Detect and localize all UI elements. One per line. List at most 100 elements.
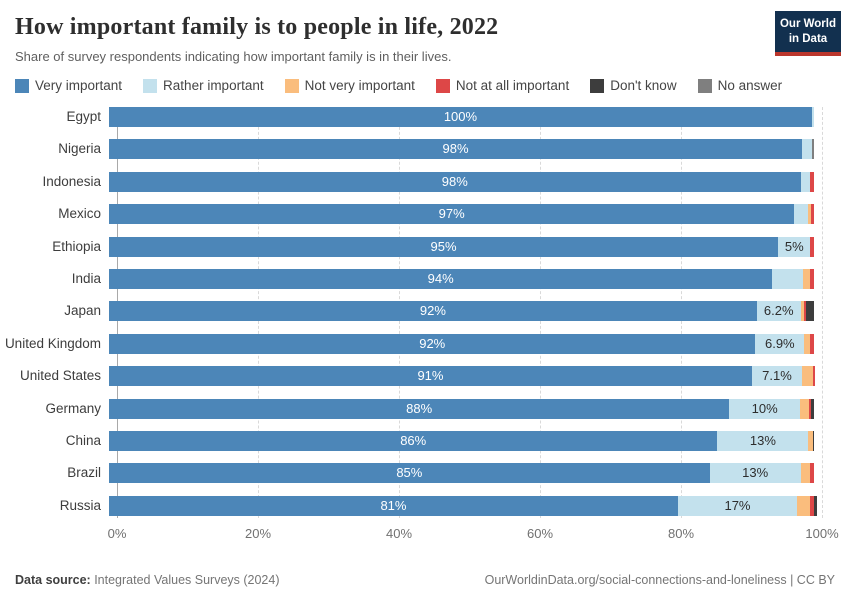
- bar-row-india: India 94%: [0, 268, 850, 289]
- segment-value-label: 98%: [442, 141, 469, 157]
- segment-very-important: 98%: [109, 139, 802, 160]
- bar-track: 98%: [109, 171, 814, 192]
- bar-row-japan: Japan 92% 6.2%: [0, 301, 850, 322]
- bar-row-indonesia: Indonesia 98%: [0, 171, 850, 192]
- segment-not-at-all-important: [811, 204, 814, 225]
- country-label: Germany: [45, 400, 101, 416]
- data-source-value: Integrated Values Surveys (2024): [90, 573, 280, 587]
- bar-row-china: China 86% 13%: [0, 430, 850, 451]
- segment-dont-know: [811, 398, 814, 419]
- bar-track: 91% 7.1%: [109, 366, 815, 387]
- legend-item-dont-know: Don't know: [590, 78, 677, 93]
- segment-very-important: 92%: [109, 301, 757, 322]
- segment-dont-know: [812, 430, 814, 451]
- segment-value-label: 85%: [396, 465, 423, 481]
- x-tick-label: 60%: [526, 526, 554, 541]
- bar-row-mexico: Mexico 97%: [0, 204, 850, 225]
- bar-row-ethiopia: Ethiopia 95% 5%: [0, 236, 850, 257]
- segment-rather-important: 6.9%: [755, 333, 805, 354]
- segment-not-very-important: [807, 204, 812, 225]
- data-source: Data source: Integrated Values Surveys (…: [15, 573, 280, 587]
- segment-not-at-all-important: [810, 495, 814, 516]
- x-tick-label: 20%: [244, 526, 272, 541]
- segment-rather-important: [811, 107, 814, 127]
- segment-not-very-important: [802, 268, 810, 289]
- bar-track: 97%: [109, 204, 814, 225]
- x-tick-label: 80%: [667, 526, 695, 541]
- segment-value-label: 6.2%: [763, 303, 794, 319]
- segment-not-very-important: [797, 495, 811, 516]
- segment-not-very-important: [809, 171, 811, 192]
- segment-not-at-all-important: [810, 333, 814, 354]
- bar-row-russia: Russia 81% 17%: [0, 495, 850, 516]
- bar-track: 95% 5%: [109, 236, 814, 257]
- segment-value-label: 94%: [427, 270, 454, 286]
- x-tick-label: 40%: [385, 526, 413, 541]
- segment-value-label: 6.9%: [764, 335, 795, 351]
- segment-not-at-all-important: [809, 398, 812, 419]
- segment-value-label: 7.1%: [762, 368, 792, 384]
- country-label: United Kingdom: [4, 335, 101, 351]
- segment-not-at-all-important: [804, 301, 807, 322]
- segment-very-important: 94%: [109, 268, 773, 289]
- country-label: India: [71, 270, 101, 286]
- legend-item-no-answer: No answer: [697, 78, 782, 93]
- bar-row-egypt: Egypt 100%: [0, 107, 850, 127]
- bar-row-brazil: Brazil 85% 13%: [0, 463, 850, 484]
- segment-value-label: 88%: [406, 400, 433, 416]
- segment-not-very-important: [799, 398, 810, 419]
- x-tick-label: 0%: [107, 526, 127, 541]
- segment-very-important: 91%: [109, 366, 752, 387]
- segment-value-label: 13%: [742, 465, 769, 481]
- segment-very-important: 85%: [109, 463, 710, 484]
- bar-track: 86% 13%: [109, 430, 814, 451]
- segment-value-label: 100%: [443, 109, 478, 124]
- bar-track: 94%: [109, 268, 814, 289]
- segment-not-at-all-important: [810, 171, 814, 192]
- segment-not-very-important: [802, 366, 813, 387]
- segment-rather-important: [794, 204, 808, 225]
- bar-track: 92% 6.2%: [109, 301, 814, 322]
- segment-rather-important: 7.1%: [751, 366, 802, 387]
- segment-not-at-all-important: [812, 366, 815, 387]
- chart-subtitle: Share of survey respondents indicating h…: [15, 49, 452, 64]
- country-label: Russia: [59, 497, 101, 513]
- country-label: Japan: [64, 303, 101, 319]
- bar-track: 88% 10%: [109, 398, 814, 419]
- segment-rather-important: 5%: [778, 236, 811, 257]
- segment-not-very-important: [800, 463, 811, 484]
- legend-item-rather-important: Rather important: [143, 78, 264, 93]
- country-label: United States: [19, 368, 101, 384]
- owid-logo-line1: Our World: [779, 18, 836, 30]
- segment-dont-know: [806, 301, 814, 322]
- legend-item-not-at-all-important: Not at all important: [435, 78, 569, 93]
- country-label: Egypt: [66, 109, 101, 124]
- chart-title: How important family is to people in lif…: [15, 14, 499, 40]
- chart-footer: Data source: Integrated Values Surveys (…: [15, 573, 835, 587]
- attribution: OurWorldinData.org/social-connections-an…: [484, 573, 835, 587]
- segment-rather-important: [802, 139, 812, 160]
- bar-track: 85% 13%: [109, 463, 814, 484]
- country-label: Ethiopia: [52, 238, 101, 254]
- bar-row-germany: Germany 88% 10%: [0, 398, 850, 419]
- legend-swatch-rather-important: [143, 78, 158, 93]
- segment-value-label: 17%: [724, 497, 751, 513]
- country-label: Indonesia: [42, 173, 101, 189]
- segment-value-label: 81%: [380, 497, 407, 513]
- legend-item-not-very-important: Not very important: [284, 78, 415, 93]
- segment-very-important: 81%: [109, 495, 678, 516]
- segment-value-label: 95%: [430, 238, 457, 254]
- segment-value-label: 98%: [441, 173, 468, 189]
- segment-rather-important: 10%: [729, 398, 800, 419]
- segment-not-at-all-important: [809, 268, 814, 289]
- plot-area: Egypt 100% Nigeria 98% Indonesia 98% Mexico 97%…: [0, 107, 850, 547]
- segment-very-important: 95%: [109, 236, 779, 257]
- segment-very-important: 92%: [109, 333, 756, 354]
- country-label: Nigeria: [58, 141, 101, 157]
- grid-line-100%: [822, 107, 823, 518]
- legend-swatch-very-important: [15, 78, 29, 93]
- legend-item-very-important: Very important: [15, 78, 122, 93]
- segment-rather-important: 17%: [677, 495, 798, 516]
- country-label: Brazil: [67, 465, 101, 481]
